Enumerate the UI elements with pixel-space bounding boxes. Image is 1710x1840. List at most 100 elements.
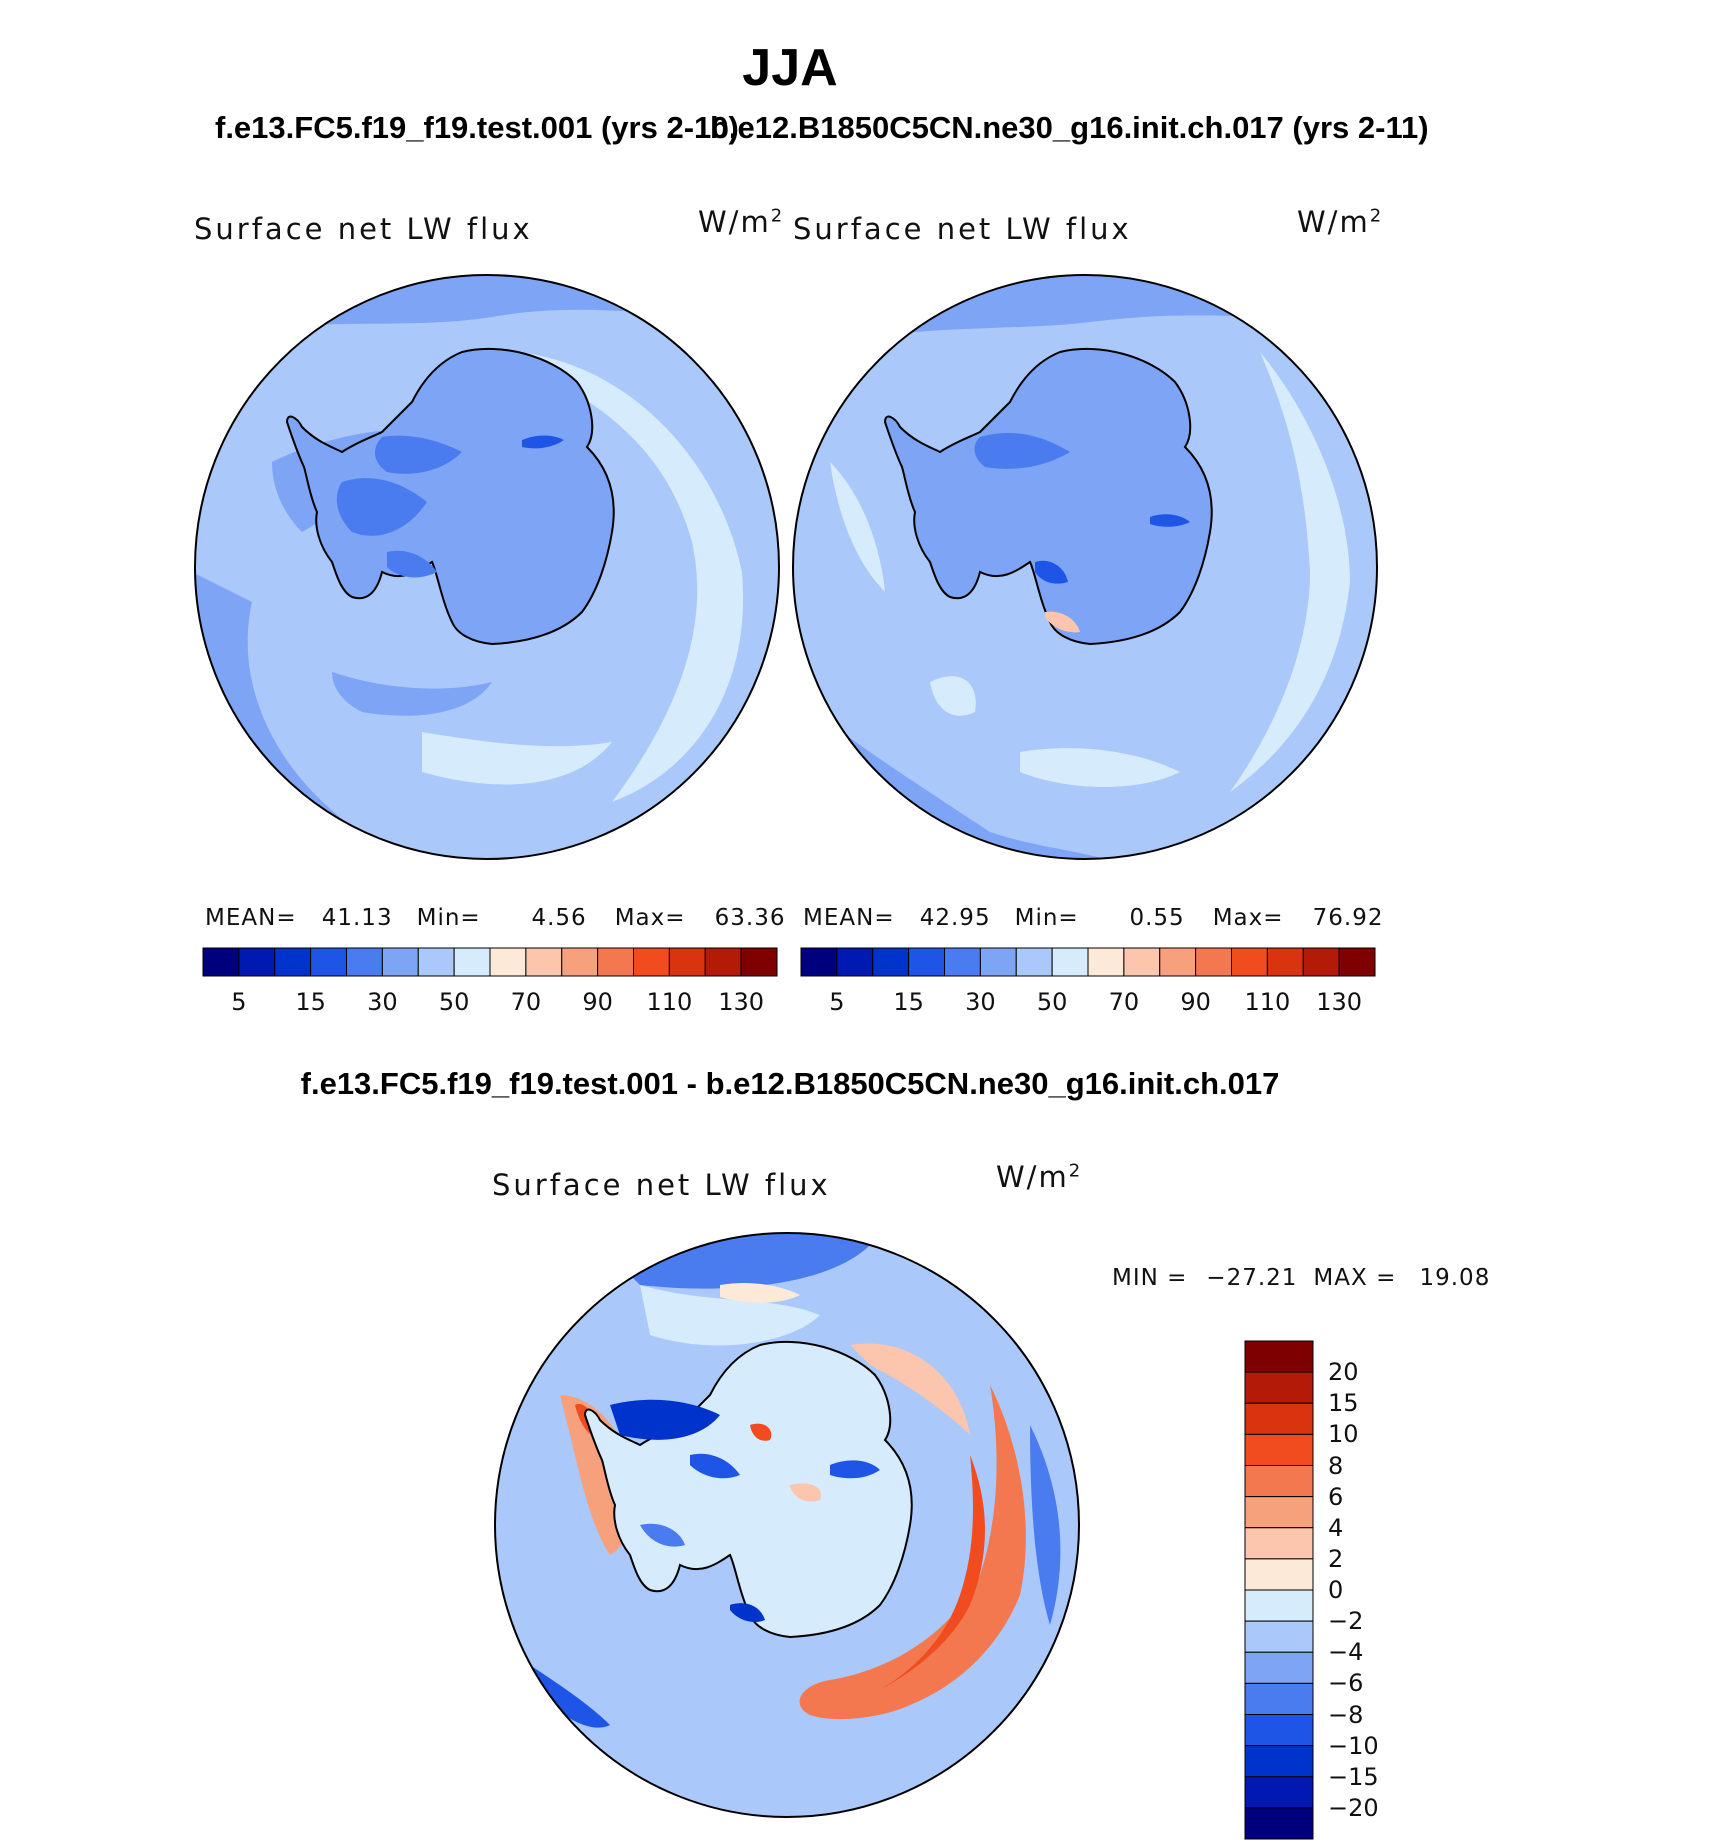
colorbar-swatch: [908, 947, 946, 977]
colorbar-tick-label: −6: [1328, 1669, 1364, 1698]
panel1-colorbar-ticks: 5 15 30 50 70 90 110 130: [203, 988, 777, 1018]
colorbar-swatch: [1195, 947, 1233, 977]
colorbar-swatch: [979, 947, 1017, 977]
colorbar-tick-label: 110: [646, 988, 693, 1016]
colorbar-tick-label: −10: [1328, 1731, 1379, 1760]
panel2-colorbar: [800, 947, 1376, 977]
colorbar-swatch: [872, 947, 910, 977]
colorbar-swatch: [1051, 947, 1089, 977]
colorbar-swatch: [1087, 947, 1125, 977]
difference-variable-label: Surface net LW flux: [492, 1168, 831, 1202]
panel2-variable-label: Surface net LW flux: [793, 212, 1132, 246]
colorbar-swatch: [1302, 947, 1340, 977]
colorbar-swatch: [489, 947, 527, 977]
colorbar-swatch: [1338, 947, 1376, 977]
colorbar-tick-label: 10: [1328, 1420, 1359, 1449]
colorbar-swatch: [1244, 1465, 1314, 1498]
case2-title: b.e12.B1850C5CN.ne30_g16.init.ch.017 (yr…: [710, 110, 1429, 145]
colorbar-swatch: [1244, 1620, 1314, 1653]
colorbar-tick-label: −20: [1328, 1793, 1379, 1822]
colorbar-tick-label: 90: [1180, 988, 1211, 1016]
colorbar-swatch: [1244, 1527, 1314, 1560]
colorbar-tick-label: 5: [829, 988, 845, 1016]
colorbar-swatch: [1244, 1433, 1314, 1467]
difference-units: W/m2: [996, 1160, 1083, 1194]
colorbar-swatch: [1244, 1496, 1314, 1529]
colorbar-swatch: [310, 947, 348, 977]
colorbar-swatch: [1244, 1651, 1314, 1684]
colorbar-swatch: [202, 947, 240, 977]
panel1-stats: MEAN= 41.13 Min= 4.56 Max= 63.36: [205, 905, 786, 931]
colorbar-swatch: [561, 947, 599, 977]
panel1-antarctica-outline: [285, 347, 615, 646]
colorbar-swatch: [525, 947, 563, 977]
colorbar-tick-label: 30: [367, 988, 398, 1016]
colorbar-tick-label: −4: [1328, 1638, 1364, 1667]
colorbar-swatch: [836, 947, 874, 977]
colorbar-swatch: [274, 947, 312, 977]
colorbar-swatch: [1266, 947, 1304, 977]
colorbar-swatch: [346, 947, 383, 977]
colorbar-tick-label: 130: [718, 988, 765, 1016]
colorbar-tick-label: 130: [1316, 988, 1363, 1016]
colorbar-swatch: [1244, 1714, 1314, 1747]
colorbar-tick-label: −15: [1328, 1762, 1379, 1791]
colorbar-tick-label: 20: [1328, 1358, 1359, 1387]
colorbar-tick-label: 15: [295, 988, 326, 1016]
colorbar-tick-label: −8: [1328, 1700, 1364, 1729]
colorbar-swatch: [944, 947, 981, 977]
panel2-units: W/m2: [1297, 205, 1384, 239]
colorbar-tick-label: 70: [1108, 988, 1140, 1016]
colorbar-tick-label: 6: [1328, 1482, 1344, 1511]
difference-polar-map: [494, 1232, 1080, 1818]
panel2-polar-map: [792, 274, 1378, 860]
difference-min-max: MIN = −27.21 MAX = 19.08: [1112, 1265, 1491, 1291]
panel1-units: W/m2: [698, 205, 785, 239]
difference-colorbar: [1244, 1340, 1314, 1840]
colorbar-swatch: [668, 947, 706, 977]
panel1-variable-label: Surface net LW flux: [194, 212, 533, 246]
colorbar-swatch: [381, 947, 419, 977]
colorbar-swatch: [1123, 947, 1161, 977]
colorbar-tick-label: 2: [1328, 1544, 1344, 1573]
colorbar-swatch: [417, 947, 455, 977]
colorbar-tick-label: 30: [965, 988, 996, 1016]
colorbar-tick-label: 15: [893, 988, 924, 1016]
colorbar-swatch: [1244, 1589, 1314, 1622]
panel2-stats: MEAN= 42.95 Min= 0.55 Max= 76.92: [803, 905, 1384, 931]
colorbar-swatch: [597, 947, 635, 977]
colorbar-swatch: [800, 947, 838, 977]
colorbar-swatch: [453, 947, 491, 977]
colorbar-swatch: [1244, 1558, 1314, 1591]
colorbar-swatch: [704, 947, 742, 977]
case1-title: f.e13.FC5.f19_f19.test.001 (yrs 2-10): [215, 110, 739, 145]
colorbar-swatch: [1244, 1340, 1314, 1373]
colorbar-swatch: [1231, 947, 1268, 977]
panel2-antarctica-outline: [883, 347, 1213, 646]
colorbar-swatch: [1015, 947, 1053, 977]
colorbar-tick-label: 0: [1328, 1576, 1344, 1604]
colorbar-tick-label: 110: [1244, 988, 1291, 1016]
difference-antarctica-outline: [583, 1340, 913, 1639]
colorbar-tick-label: 50: [438, 988, 470, 1016]
colorbar-tick-label: 90: [582, 988, 613, 1016]
colorbar-tick-label: 15: [1328, 1389, 1359, 1418]
colorbar-swatch: [1244, 1371, 1314, 1404]
colorbar-swatch: [1244, 1776, 1314, 1809]
colorbar-tick-label: 4: [1328, 1513, 1344, 1542]
difference-colorbar-ticks: 20 15 10 8 6 4 2 0 −2 −4 −6 −8 −10 −15 −20: [1328, 1340, 1428, 1840]
difference-title: f.e13.FC5.f19_f19.test.001 - b.e12.B1850…: [300, 1066, 1280, 1101]
panel1-polar-map: [194, 274, 780, 860]
colorbar-swatch: [238, 947, 276, 977]
colorbar-tick-label: 70: [510, 988, 542, 1016]
panel2-colorbar-ticks: 5 15 30 50 70 90 110 130: [801, 988, 1375, 1018]
colorbar-swatch: [740, 947, 778, 977]
colorbar-swatch: [1244, 1745, 1314, 1778]
colorbar-tick-label: 5: [231, 988, 247, 1016]
season-title: JJA: [742, 39, 838, 97]
colorbar-tick-label: 50: [1036, 988, 1068, 1016]
colorbar-tick-label: −2: [1328, 1607, 1364, 1636]
colorbar-swatch: [1244, 1682, 1314, 1716]
colorbar-tick-label: 8: [1328, 1451, 1344, 1480]
colorbar-swatch: [1244, 1402, 1314, 1435]
